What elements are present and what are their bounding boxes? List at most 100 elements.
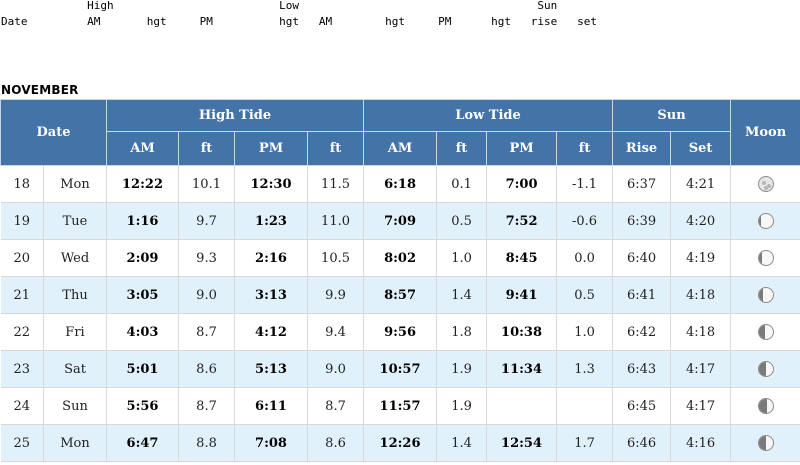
weekday-cell: Fri <box>43 313 108 351</box>
day-cell: 20 <box>0 239 44 277</box>
low-pm-ft-header: ft <box>556 131 614 166</box>
low-am-time-cell: 6:18 <box>363 165 438 203</box>
weekday-cell: Sun <box>43 387 108 425</box>
high-pm-time-cell: 2:16 <box>234 239 309 277</box>
table-row: 19 Tue 1:16 9.7 1:23 11.0 7:09 0.5 7:52 -0.6 6:39 4… <box>0 202 800 240</box>
table-row: 23 Sat 5:01 8.6 5:13 9.0 10:57 1.9 11:34 1.3 6:43 4… <box>0 350 800 388</box>
sunset-cell: 4:18 <box>670 313 732 351</box>
sunrise-cell: 6:43 <box>612 350 672 388</box>
sunrise-cell: 6:40 <box>612 239 672 277</box>
high-pm-time-cell: 5:13 <box>234 350 309 388</box>
moon-phase-icon <box>757 361 774 377</box>
low-pm-time-cell: 12:54 <box>486 424 558 462</box>
sunset-cell: 4:17 <box>670 387 732 425</box>
table-row: 24 Sun 5:56 8.7 6:11 8.7 11:57 1.9 6:45 4:17 <box>0 387 800 425</box>
low-pm-time-cell: 7:00 <box>486 165 558 203</box>
legend-line-2: Date AM hgt PM hgt AM hgt PM hgt rise se… <box>1 15 598 28</box>
sun-header: Sun <box>612 99 732 132</box>
low-pm-height-cell: 1.7 <box>556 424 614 462</box>
high-am-height-cell: 9.3 <box>178 239 236 277</box>
low-am-height-cell: 1.9 <box>436 350 488 388</box>
moon-cell <box>730 239 800 277</box>
table-row: 18 Mon 12:22 10.1 12:30 11.5 6:18 0.1 7:00 -1.1 6:… <box>0 165 800 203</box>
sunrise-header: Rise <box>612 131 672 166</box>
day-cell: 25 <box>0 424 44 462</box>
sunset-cell: 4:21 <box>670 165 732 203</box>
high-pm-height-cell: 9.9 <box>307 276 365 314</box>
sunrise-cell: 6:46 <box>612 424 672 462</box>
weekday-cell: Wed <box>43 239 108 277</box>
low-am-height-cell: 1.4 <box>436 424 488 462</box>
moon-phase-icon <box>757 250 774 266</box>
low-am-time-cell: 9:56 <box>363 313 438 351</box>
low-am-time-cell: 10:57 <box>363 350 438 388</box>
moon-cell <box>730 350 800 388</box>
sunset-cell: 4:20 <box>670 202 732 240</box>
sunset-cell: 4:16 <box>670 424 732 462</box>
high-pm-header: PM <box>234 131 309 166</box>
low-pm-height-cell <box>556 387 614 425</box>
high-am-time-cell: 2:09 <box>106 239 180 277</box>
low-am-height-cell: 0.1 <box>436 165 488 203</box>
low-pm-height-cell: 1.0 <box>556 313 614 351</box>
table-row: 20 Wed 2:09 9.3 2:16 10.5 8:02 1.0 8:45 0.0 6:40 4:… <box>0 239 800 277</box>
high-am-time-cell: 5:01 <box>106 350 180 388</box>
low-pm-time-cell <box>486 387 558 425</box>
low-tide-header: Low Tide <box>363 99 614 132</box>
low-pm-height-cell: 0.5 <box>556 276 614 314</box>
low-am-height-cell: 1.9 <box>436 387 488 425</box>
high-pm-height-cell: 8.7 <box>307 387 365 425</box>
high-am-height-cell: 9.7 <box>178 202 236 240</box>
moon-header: Moon <box>730 99 800 166</box>
high-tide-header: High Tide <box>106 99 365 132</box>
low-pm-time-cell: 9:41 <box>486 276 558 314</box>
low-pm-height-cell: 1.3 <box>556 350 614 388</box>
high-am-height-cell: 8.8 <box>178 424 236 462</box>
moon-phase-icon <box>757 213 774 229</box>
low-am-ft-header: ft <box>436 131 488 166</box>
day-cell: 22 <box>0 313 44 351</box>
high-am-time-cell: 3:05 <box>106 276 180 314</box>
high-pm-time-cell: 6:11 <box>234 387 309 425</box>
low-pm-header: PM <box>486 131 558 166</box>
low-am-height-cell: 1.8 <box>436 313 488 351</box>
table-row: 25 Mon 6:47 8.8 7:08 8.6 12:26 1.4 12:54 1.7 6:46 4… <box>0 424 800 462</box>
weekday-cell: Mon <box>43 424 108 462</box>
sunrise-cell: 6:37 <box>612 165 672 203</box>
high-pm-height-cell: 11.5 <box>307 165 365 203</box>
high-am-height-cell: 8.7 <box>178 313 236 351</box>
high-pm-height-cell: 9.4 <box>307 313 365 351</box>
high-pm-height-cell: 9.0 <box>307 350 365 388</box>
moon-phase-icon <box>757 324 774 340</box>
low-am-height-cell: 1.0 <box>436 239 488 277</box>
low-am-time-cell: 12:26 <box>363 424 438 462</box>
low-pm-height-cell: 0.0 <box>556 239 614 277</box>
low-pm-time-cell: 7:52 <box>486 202 558 240</box>
low-am-time-cell: 8:02 <box>363 239 438 277</box>
high-pm-time-cell: 12:30 <box>234 165 309 203</box>
sunset-header: Set <box>670 131 732 166</box>
high-pm-time-cell: 4:12 <box>234 313 309 351</box>
high-am-header: AM <box>106 131 180 166</box>
weekday-cell: Sat <box>43 350 108 388</box>
low-am-time-cell: 8:57 <box>363 276 438 314</box>
high-pm-height-cell: 10.5 <box>307 239 365 277</box>
sunrise-cell: 6:41 <box>612 276 672 314</box>
table-row: 21 Thu 3:05 9.0 3:13 9.9 8:57 1.4 9:41 0.5 6:41 4:1… <box>0 276 800 314</box>
moon-cell <box>730 276 800 314</box>
sunrise-cell: 6:39 <box>612 202 672 240</box>
moon-cell <box>730 313 800 351</box>
moon-phase-icon <box>757 398 774 414</box>
high-pm-height-cell: 11.0 <box>307 202 365 240</box>
high-pm-height-cell: 8.6 <box>307 424 365 462</box>
high-am-time-cell: 6:47 <box>106 424 180 462</box>
low-am-height-cell: 0.5 <box>436 202 488 240</box>
high-am-ft-header: ft <box>178 131 236 166</box>
day-cell: 24 <box>0 387 44 425</box>
high-pm-ft-header: ft <box>307 131 365 166</box>
high-am-height-cell: 8.6 <box>178 350 236 388</box>
legend-line-1: High Low Sun <box>1 0 558 12</box>
moon-phase-icon <box>757 176 774 192</box>
day-cell: 23 <box>0 350 44 388</box>
high-pm-time-cell: 1:23 <box>234 202 309 240</box>
